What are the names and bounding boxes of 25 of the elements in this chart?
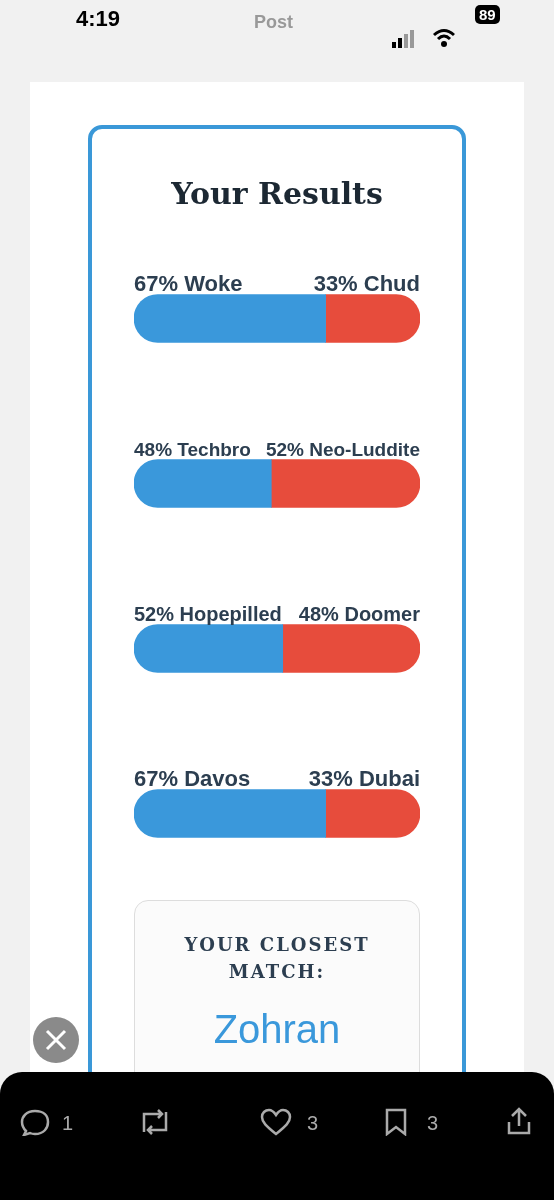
bar (270, 459, 420, 508)
chart-title: Your Results (170, 176, 384, 211)
data-label: 48% Techbro (134, 438, 251, 460)
text: 4:19 (76, 6, 121, 32)
data-label: 33% Chud (313, 270, 421, 296)
bar (134, 294, 326, 343)
text: Post (254, 12, 294, 33)
text: 3 (427, 1112, 439, 1135)
data-label: 67% Davos (134, 765, 251, 791)
bar (325, 294, 420, 343)
text: YOUR CLOSEST MATCH: (183, 933, 371, 984)
data-label: 52% Neo-Luddite (265, 438, 420, 460)
text: 3 (307, 1112, 319, 1135)
bar (325, 789, 420, 838)
data-label: 33% Dubai (308, 765, 421, 791)
text: 1 (62, 1112, 74, 1135)
bar (134, 789, 326, 838)
bar (134, 624, 284, 673)
text: 89 (475, 5, 500, 24)
data-label: 67% Woke (134, 270, 243, 296)
bar (134, 459, 272, 508)
data-label: 52% Hopepilled (134, 602, 282, 625)
bar (282, 624, 420, 673)
text: Zohran (212, 1007, 342, 1052)
data-label: 48% Doomer (298, 602, 421, 625)
